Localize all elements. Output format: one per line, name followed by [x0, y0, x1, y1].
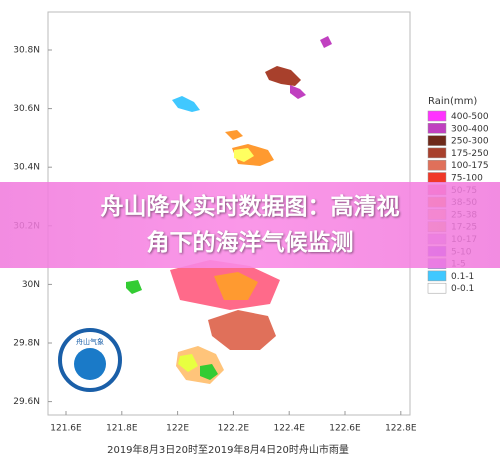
legend-swatch: [427, 159, 447, 171]
legend-swatch: [427, 172, 447, 183]
y-tick-label: 30.8N: [13, 46, 40, 56]
legend-swatch: [427, 135, 447, 146]
legend-label: 300-400: [451, 124, 489, 134]
x-tick-label: 122.2E: [218, 424, 250, 434]
logo-text: 舟山气象: [76, 337, 104, 346]
legend-label: 400-500: [451, 112, 489, 122]
islands: [126, 36, 332, 384]
legend-label: 100-175: [451, 161, 489, 171]
x-tick-label: 121.8E: [106, 424, 138, 434]
y-tick-label: 30.4N: [13, 163, 40, 173]
legend-swatch: [427, 282, 447, 294]
y-tick-label: 30.6N: [13, 104, 40, 114]
legend-label: 0-0.1: [451, 284, 474, 294]
legend-swatch: [427, 270, 447, 282]
y-tick-label: 30N: [22, 280, 40, 290]
title-banner: 舟山降水实时数据图：高清视 角下的海洋气候监测: [0, 182, 500, 268]
x-tick-label: 122.8E: [385, 424, 417, 434]
x-tick-label: 121.6E: [50, 424, 82, 434]
legend-label: 250-300: [451, 137, 489, 147]
x-tick-label: 122.6E: [329, 424, 361, 434]
x-tick-label: 122.4E: [273, 424, 305, 434]
y-tick-label: 29.6N: [13, 397, 40, 407]
y-tick-label: 29.8N: [13, 339, 40, 349]
banner-title-line: 角下的海洋气候监测: [146, 230, 354, 256]
legend-swatch: [427, 123, 447, 134]
banner-title-line: 舟山降水实时数据图：高清视: [100, 194, 400, 220]
legend-swatch: [427, 110, 447, 122]
logo: 舟山气象: [58, 328, 122, 392]
x-tick-label: 122E: [166, 424, 189, 434]
legend-swatch: [427, 147, 447, 159]
legend-title: Rain(mm): [428, 96, 477, 107]
legend-label: 75-100: [451, 174, 483, 184]
map-caption: 2019年8月3日20时至2019年8月4日20时舟山市雨量: [107, 443, 349, 456]
legend-label: 0.1-1: [451, 272, 474, 282]
legend-label: 175-250: [451, 149, 489, 159]
